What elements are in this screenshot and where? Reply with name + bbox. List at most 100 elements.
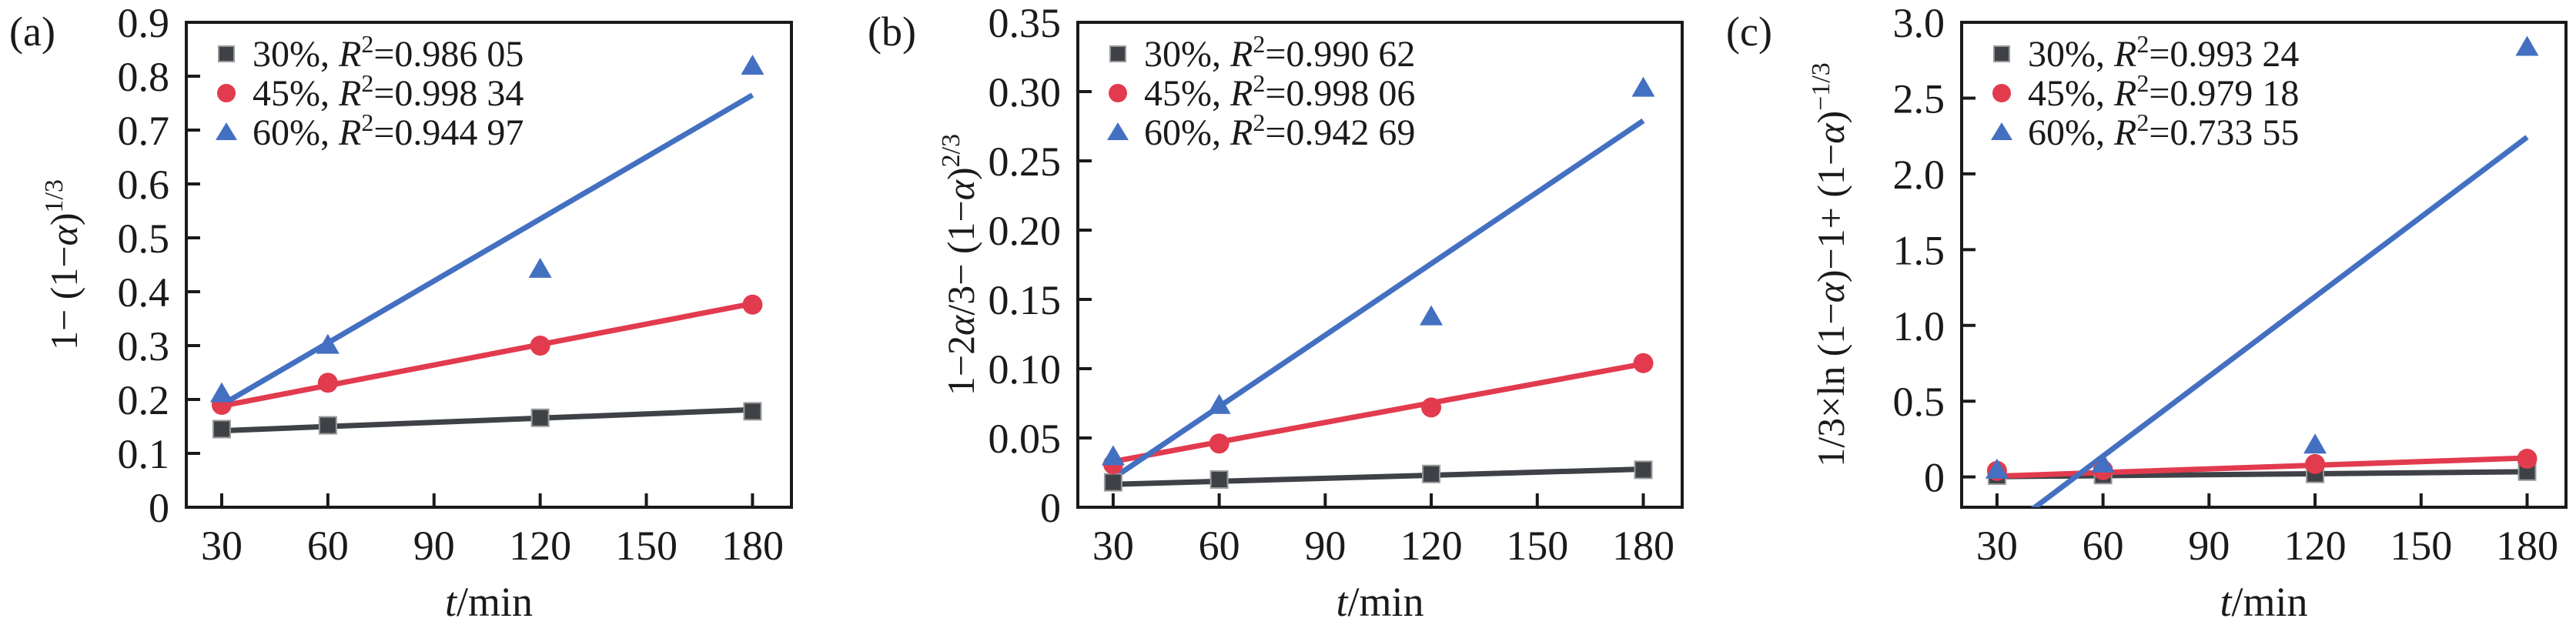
y-tick-label: 0.10 [989, 346, 1062, 393]
y-tick-label: 0.5 [118, 216, 170, 262]
x-tick-label: 30 [201, 523, 243, 569]
y-tick-label: 1.5 [1893, 227, 1945, 273]
x-axis-label: t/min [2220, 579, 2307, 625]
x-tick-label: 60 [2083, 523, 2124, 569]
chart-a: 30 60 90 120 150 180 0 0.1 0.2 0.3 0.4 0.5 0.6 0.7 0.8… [0, 0, 858, 625]
x-tick-label: 60 [307, 523, 349, 569]
x-tick-label: 180 [1612, 523, 1674, 569]
y-tick-label: 0 [149, 485, 169, 531]
x-tick-label: 30 [1976, 523, 2018, 569]
legend-square-swatch [218, 45, 235, 62]
chart-c: 30 60 90 120 150 180 0 0.5 1.0 1.5 2.0 2.5 3.0 t/min 1… [1717, 0, 2576, 625]
y-tick-label: 0.1 [118, 431, 170, 477]
series-60% [1101, 76, 1655, 466]
legend-entry: 45%, R2=0.998 06 [1144, 69, 1415, 114]
legend-circle-swatch [217, 84, 236, 102]
fit-line-60% [1111, 118, 1645, 481]
fit-line-45% [1112, 361, 1644, 465]
y-tick-label: 0.30 [989, 69, 1062, 115]
y-tick-label: 0.8 [118, 54, 170, 100]
y-axis: 0 0.05 0.10 0.15 0.20 0.25 0.30 0.35 [989, 0, 1092, 531]
x-tick-label: 120 [2284, 523, 2347, 569]
triangle-marker [741, 55, 764, 75]
x-tick-label: 90 [413, 523, 455, 569]
y-tick-label: 2.5 [1893, 75, 1945, 122]
legend-triangle-swatch [1991, 122, 2012, 140]
x-tick-label: 150 [1506, 523, 1568, 569]
y-tick-label: 0.4 [118, 269, 170, 316]
y-tick-label: 0.5 [1893, 379, 1945, 425]
square-marker [1634, 460, 1653, 480]
legend-circle-swatch [1109, 84, 1127, 102]
y-tick-label: 2.0 [1893, 152, 1945, 198]
plot-frame [1076, 21, 1684, 509]
x-tick-label: 90 [2188, 523, 2230, 569]
x-tick-label: 180 [2496, 523, 2558, 569]
chart-svg: 30 60 90 120 150 180 0 0.5 1.0 1.5 2.0 2.5 3.0 t/min 1… [1807, 0, 2568, 625]
circle-marker [1421, 397, 1442, 418]
panel-label-b: (b) [868, 8, 916, 55]
fit-lines [1996, 135, 2529, 507]
y-tick-label: 0.15 [989, 277, 1062, 323]
plot-frame [185, 21, 793, 509]
fit-line-45% [1996, 455, 2527, 480]
plot-frame [1960, 21, 2568, 509]
x-tick-label: 180 [721, 523, 784, 569]
y-tick-label: 0 [1040, 485, 1061, 531]
y-tick-label: 0 [1924, 455, 1945, 501]
y-tick-label: 0.9 [118, 0, 170, 46]
y-tick-label: 3.0 [1893, 0, 1945, 46]
fit-line-45% [221, 300, 754, 409]
x-axis-label: t/min [445, 579, 533, 625]
legend-entry: 60%, R2=0.733 55 [2028, 109, 2299, 153]
x-tick-label: 120 [1400, 523, 1463, 569]
series-30% [212, 402, 762, 439]
x-axis: 30 60 90 120 150 180 [1976, 493, 2558, 569]
square-marker [743, 402, 762, 421]
square-marker [1209, 470, 1229, 489]
square-marker [530, 408, 550, 427]
fit-line-30% [1112, 466, 1644, 487]
legend-square-swatch [1993, 45, 2010, 62]
x-tick-label: 150 [2390, 523, 2452, 569]
x-tick-label: 60 [1199, 523, 1240, 569]
legend-entry: 30%, R2=0.990 62 [1144, 30, 1415, 75]
chart-panel-a: (a) 30 60 90 120 150 180 0 0.1 0.2 0.3 0.4 0.5 0.6 0.… [0, 0, 858, 625]
square-marker [1103, 473, 1122, 492]
circle-marker [2305, 453, 2326, 474]
y-tick-label: 0.7 [118, 108, 170, 154]
legend-triangle-swatch [1107, 122, 1129, 140]
x-axis: 30 60 90 120 150 180 [1092, 493, 1674, 569]
triangle-marker [2303, 433, 2327, 454]
triangle-marker [1631, 76, 1655, 97]
circle-marker [1633, 353, 1654, 373]
x-tick-label: 30 [1092, 523, 1134, 569]
legend-entry: 30%, R2=0.993 24 [2028, 30, 2299, 75]
square-marker [1422, 464, 1441, 483]
triangle-marker [316, 333, 340, 354]
legend-entry: 45%, R2=0.979 18 [2028, 69, 2299, 114]
y-axis-label: 1−2α/3− (1−α)2/3 [937, 134, 982, 396]
legend-entry: 30%, R2=0.986 05 [253, 30, 524, 75]
x-tick-label: 150 [615, 523, 677, 569]
series-60% [209, 55, 764, 403]
circle-marker [742, 294, 763, 315]
legend-entry: 60%, R2=0.942 69 [1144, 109, 1415, 153]
y-axis: 0 0.5 1.0 1.5 2.0 2.5 3.0 [1893, 0, 1975, 501]
fit-line-60% [2030, 135, 2529, 507]
legend-entry: 45%, R2=0.998 34 [253, 69, 524, 114]
panel-label-c: (c) [1726, 8, 1772, 55]
legend-entry: 60%, R2=0.944 97 [253, 109, 524, 153]
y-tick-label: 0.35 [989, 0, 1062, 46]
x-tick-label: 90 [1304, 523, 1346, 569]
y-tick-label: 0.3 [118, 323, 170, 369]
y-tick-label: 1.0 [1893, 303, 1945, 349]
fit-line-30% [221, 406, 753, 434]
circle-marker [2517, 449, 2538, 469]
triangle-marker [1101, 445, 1125, 466]
square-marker [212, 419, 231, 439]
